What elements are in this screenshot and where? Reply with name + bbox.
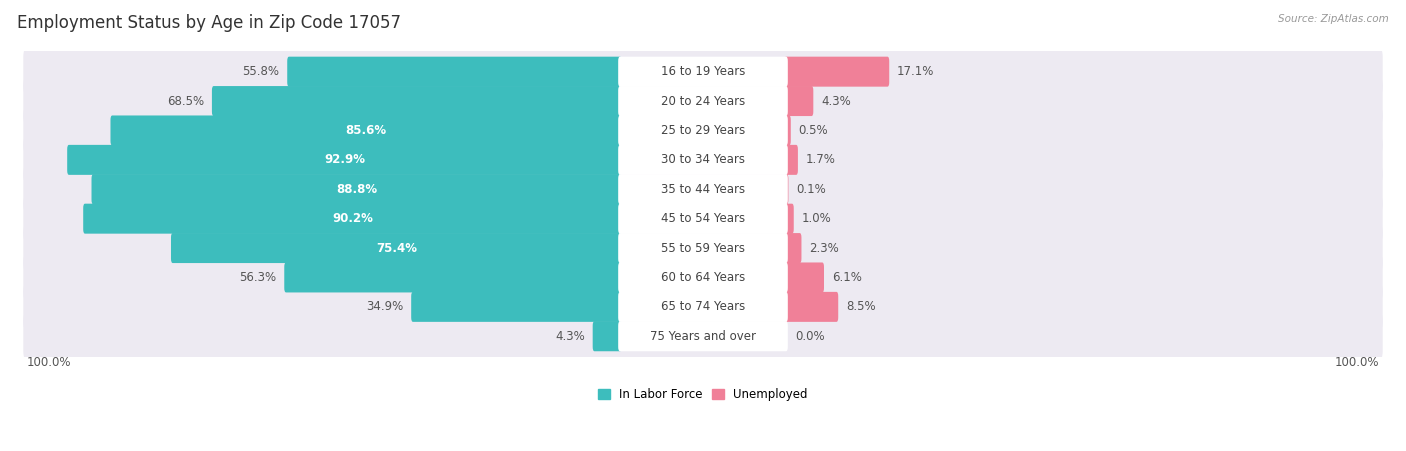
Text: 34.9%: 34.9% [366, 300, 404, 313]
FancyBboxPatch shape [785, 204, 794, 234]
Text: 1.0%: 1.0% [801, 212, 831, 225]
FancyBboxPatch shape [785, 292, 838, 322]
Text: 20 to 24 Years: 20 to 24 Years [661, 95, 745, 107]
FancyBboxPatch shape [785, 115, 790, 146]
FancyBboxPatch shape [24, 107, 1382, 154]
FancyBboxPatch shape [619, 262, 787, 292]
Text: 17.1%: 17.1% [897, 65, 935, 78]
FancyBboxPatch shape [785, 145, 797, 175]
FancyBboxPatch shape [785, 86, 813, 116]
FancyBboxPatch shape [24, 48, 1382, 95]
FancyBboxPatch shape [24, 78, 1382, 124]
Text: 100.0%: 100.0% [27, 356, 72, 369]
Text: 16 to 19 Years: 16 to 19 Years [661, 65, 745, 78]
Text: 75.4%: 75.4% [375, 242, 416, 254]
FancyBboxPatch shape [91, 174, 621, 204]
Text: 92.9%: 92.9% [323, 153, 366, 166]
FancyBboxPatch shape [593, 321, 621, 351]
Text: 100.0%: 100.0% [1334, 356, 1379, 369]
Text: 25 to 29 Years: 25 to 29 Years [661, 124, 745, 137]
FancyBboxPatch shape [785, 262, 824, 292]
Text: 60 to 64 Years: 60 to 64 Years [661, 271, 745, 284]
Text: 0.0%: 0.0% [796, 330, 825, 343]
FancyBboxPatch shape [67, 145, 621, 175]
Text: 56.3%: 56.3% [239, 271, 277, 284]
FancyBboxPatch shape [785, 174, 789, 204]
FancyBboxPatch shape [284, 262, 621, 292]
Text: Employment Status by Age in Zip Code 17057: Employment Status by Age in Zip Code 170… [17, 14, 401, 32]
FancyBboxPatch shape [619, 115, 787, 146]
Text: 0.1%: 0.1% [796, 183, 825, 196]
FancyBboxPatch shape [785, 233, 801, 263]
FancyBboxPatch shape [111, 115, 621, 146]
Text: 0.5%: 0.5% [799, 124, 828, 137]
Text: 8.5%: 8.5% [846, 300, 876, 313]
Text: 55.8%: 55.8% [242, 65, 280, 78]
FancyBboxPatch shape [619, 145, 787, 175]
FancyBboxPatch shape [24, 136, 1382, 184]
FancyBboxPatch shape [24, 283, 1382, 331]
Text: 6.1%: 6.1% [832, 271, 862, 284]
Text: 4.3%: 4.3% [555, 330, 585, 343]
FancyBboxPatch shape [619, 57, 787, 87]
Text: 1.7%: 1.7% [806, 153, 835, 166]
FancyBboxPatch shape [619, 321, 787, 351]
FancyBboxPatch shape [619, 86, 787, 116]
FancyBboxPatch shape [619, 292, 787, 322]
Text: 30 to 34 Years: 30 to 34 Years [661, 153, 745, 166]
FancyBboxPatch shape [287, 57, 621, 87]
FancyBboxPatch shape [619, 174, 787, 204]
Text: Source: ZipAtlas.com: Source: ZipAtlas.com [1278, 14, 1389, 23]
FancyBboxPatch shape [24, 166, 1382, 213]
Text: 88.8%: 88.8% [336, 183, 377, 196]
FancyBboxPatch shape [83, 204, 621, 234]
FancyBboxPatch shape [619, 204, 787, 234]
FancyBboxPatch shape [172, 233, 621, 263]
FancyBboxPatch shape [24, 254, 1382, 301]
Text: 90.2%: 90.2% [332, 212, 373, 225]
FancyBboxPatch shape [212, 86, 621, 116]
Text: 2.3%: 2.3% [810, 242, 839, 254]
Text: 35 to 44 Years: 35 to 44 Years [661, 183, 745, 196]
Text: 55 to 59 Years: 55 to 59 Years [661, 242, 745, 254]
Legend: In Labor Force, Unemployed: In Labor Force, Unemployed [593, 383, 813, 406]
Text: 65 to 74 Years: 65 to 74 Years [661, 300, 745, 313]
Text: 4.3%: 4.3% [821, 95, 851, 107]
FancyBboxPatch shape [785, 57, 889, 87]
FancyBboxPatch shape [24, 225, 1382, 272]
Text: 75 Years and over: 75 Years and over [650, 330, 756, 343]
FancyBboxPatch shape [24, 313, 1382, 360]
Text: 85.6%: 85.6% [346, 124, 387, 137]
Text: 68.5%: 68.5% [167, 95, 204, 107]
Text: 45 to 54 Years: 45 to 54 Years [661, 212, 745, 225]
FancyBboxPatch shape [411, 292, 621, 322]
FancyBboxPatch shape [24, 195, 1382, 242]
FancyBboxPatch shape [619, 233, 787, 263]
